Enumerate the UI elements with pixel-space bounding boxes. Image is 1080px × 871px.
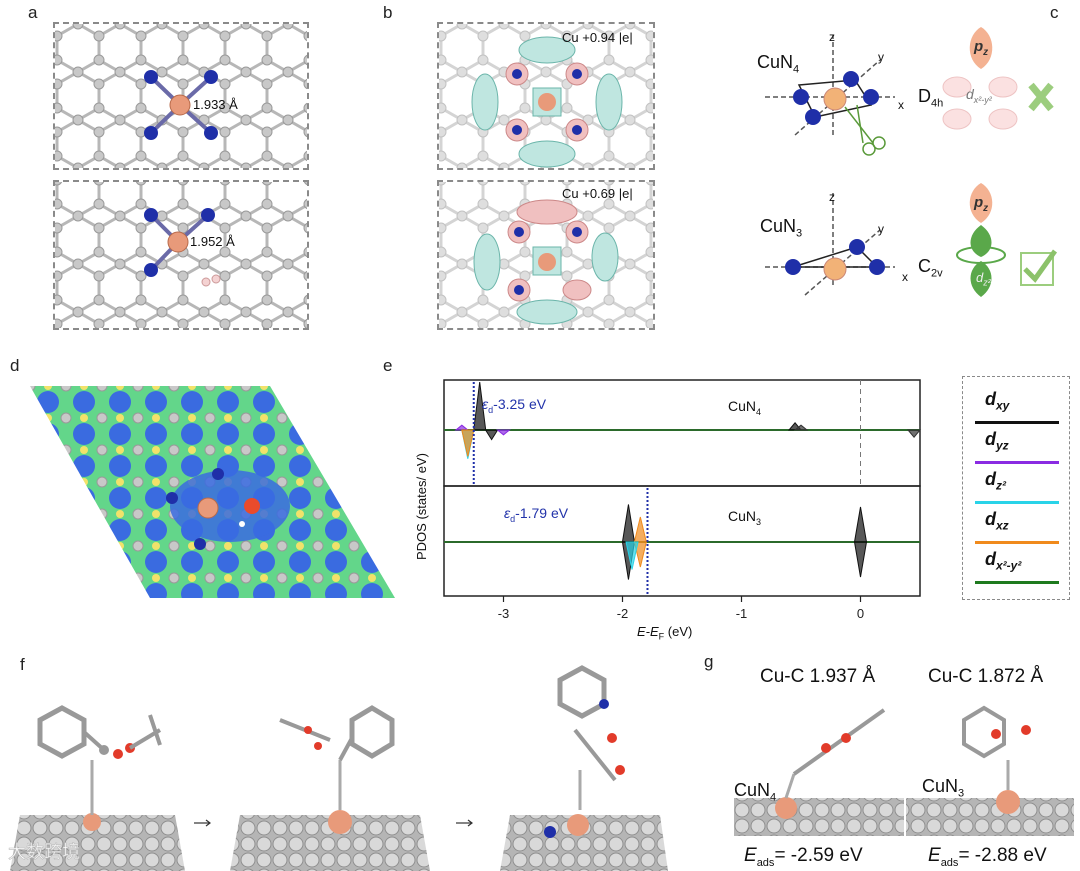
pdos-peak-dyz-cun4	[454, 424, 470, 431]
dz2-orbital	[956, 225, 1006, 297]
panel-c-symmetry-diagram	[765, 27, 1058, 297]
pdos-peak-dx2-y2-cun4	[793, 424, 809, 431]
pdos-ylabel: PDOS (states/ eV)	[414, 453, 429, 560]
pdos-site-bottom: CuN3	[728, 508, 762, 527]
charge-density-cun4	[471, 36, 623, 168]
cun3-atoms	[785, 239, 885, 281]
pdos-peak-dxy-cun4	[484, 429, 499, 441]
x-tick-label: 0	[857, 606, 864, 621]
legend-line-dxy	[975, 421, 1059, 424]
panel-f-reaction-snapshots: 大数跨境	[8, 665, 668, 871]
pdos-chart: -3 -2 -1 0	[443, 379, 922, 621]
c-top-d-label: dx²-y²	[966, 86, 992, 105]
pz-orbital-bottom	[969, 183, 993, 223]
pdos-peak-dxy-cun3	[853, 506, 868, 543]
pdos-peak-dxz-cun3	[633, 541, 647, 568]
panel-d-elf-map	[30, 386, 395, 598]
panel-label-e: e	[383, 356, 393, 375]
legend-item-dyz: dyz	[969, 429, 1061, 469]
pdos-legend: dxy dyz dz² dxz dx²-y²	[962, 376, 1070, 600]
panel-g-adsorption	[734, 705, 1074, 836]
pdos-xlabel: E-EF (eV)	[637, 624, 693, 642]
panel-b-charge-density	[439, 24, 653, 328]
legend-item-dz2: dz²	[969, 469, 1061, 509]
snapshot-3	[500, 665, 668, 871]
panel-label-f: f	[20, 655, 25, 674]
legend-line-dz2	[975, 501, 1059, 504]
pdos-annot-top: εd-3.25 eV	[482, 396, 547, 415]
g-left-eads: Eads= -2.59 eV	[744, 845, 863, 869]
legend-item-dxy: dxy	[969, 389, 1061, 429]
panel-a-top-frame	[53, 22, 309, 170]
c-bottom-d-label: dz²	[976, 270, 991, 288]
legend-item-dxz: dxz	[969, 509, 1061, 549]
g-right-site: CuN3	[922, 776, 965, 800]
cun4-atoms	[793, 71, 879, 125]
c-axis-y-bottom: y	[878, 222, 884, 236]
c-axis-z-bottom: z	[829, 190, 835, 204]
pdos-peak-dx2-y2-cun4	[906, 429, 922, 438]
c-top-pz-label: pz	[974, 38, 989, 58]
charge-density-cun3	[473, 199, 619, 325]
g-right-eads: Eads= -2.88 eV	[928, 845, 1047, 869]
panel-label-c: c	[1050, 3, 1059, 22]
panel-b-bottom-frame	[437, 180, 655, 330]
panel-a-bottom-frame	[53, 180, 309, 330]
panel-b-top-frame	[437, 22, 655, 170]
g-right-bond: Cu-C 1.872 Å	[928, 666, 1044, 687]
c-bottom-symmetry: C2v	[918, 256, 943, 280]
charge-cun3: Cu +0.69 |e|	[562, 186, 633, 201]
pdos-peak-dxy-cun3	[853, 541, 868, 578]
c-bottom-pz-label: pz	[974, 194, 989, 214]
x-tick-label: -3	[498, 606, 510, 621]
legend-line-dyz	[975, 461, 1059, 464]
cross-icon	[1028, 82, 1054, 112]
snapshot-1	[10, 705, 185, 871]
snapshot-2	[230, 705, 430, 871]
bond-length-cun3: 1.952 Å	[190, 234, 235, 249]
cun3-structure	[144, 208, 221, 287]
legend-line-dxz	[975, 541, 1059, 544]
panel-label-a: a	[28, 3, 38, 22]
c-axis-x-top: x	[898, 98, 904, 112]
g-left-bond: Cu-C 1.937 Å	[760, 666, 876, 687]
pdos-peak-dxy-cun3	[621, 504, 636, 543]
x-tick-label: -1	[736, 606, 748, 621]
g-left-site: CuN4	[734, 780, 777, 804]
bond-length-cun4: 1.933 Å	[193, 97, 238, 112]
pz-orbital-top	[969, 27, 993, 69]
pdos-annot-bottom: εd-1.79 eV	[504, 505, 569, 524]
c-bottom-site: CuN3	[760, 216, 803, 240]
pdos-peak-dxz-cun4	[461, 429, 475, 457]
pdos-peak-dyz-cun4	[496, 429, 511, 436]
cun4-structure	[144, 70, 218, 140]
charge-cun4: Cu +0.94 |e|	[562, 30, 633, 45]
panel-label-b: b	[383, 3, 393, 22]
legend-item-dx2y2: dx²-y²	[969, 549, 1061, 589]
cun4-axes	[765, 35, 895, 136]
panel-label-d: d	[10, 356, 20, 375]
pdos-site-top: CuN4	[728, 398, 762, 417]
x-tick-label: -2	[617, 606, 629, 621]
pdos-peak-dxy-cun4	[473, 381, 487, 431]
check-icon	[1020, 249, 1058, 286]
panel-label-g: g	[704, 652, 714, 671]
cun3-axes	[765, 193, 895, 296]
c-axis-y-top: y	[878, 50, 884, 64]
pdos-peak-dz2-cun3	[625, 541, 639, 570]
c-axis-x-bottom: x	[902, 270, 908, 284]
watermark: 大数跨境	[8, 842, 80, 862]
c-axis-z-top: z	[829, 30, 835, 44]
c-top-symmetry: D4h	[918, 86, 944, 110]
c-top-site: CuN4	[757, 52, 800, 76]
dx2y2-orbital	[942, 76, 1018, 130]
pdos-peak-dxz-cun3	[633, 516, 647, 543]
scissors-icon	[844, 104, 886, 156]
legend-line-dx2y2	[975, 581, 1059, 584]
panel-a-structures	[55, 24, 307, 328]
